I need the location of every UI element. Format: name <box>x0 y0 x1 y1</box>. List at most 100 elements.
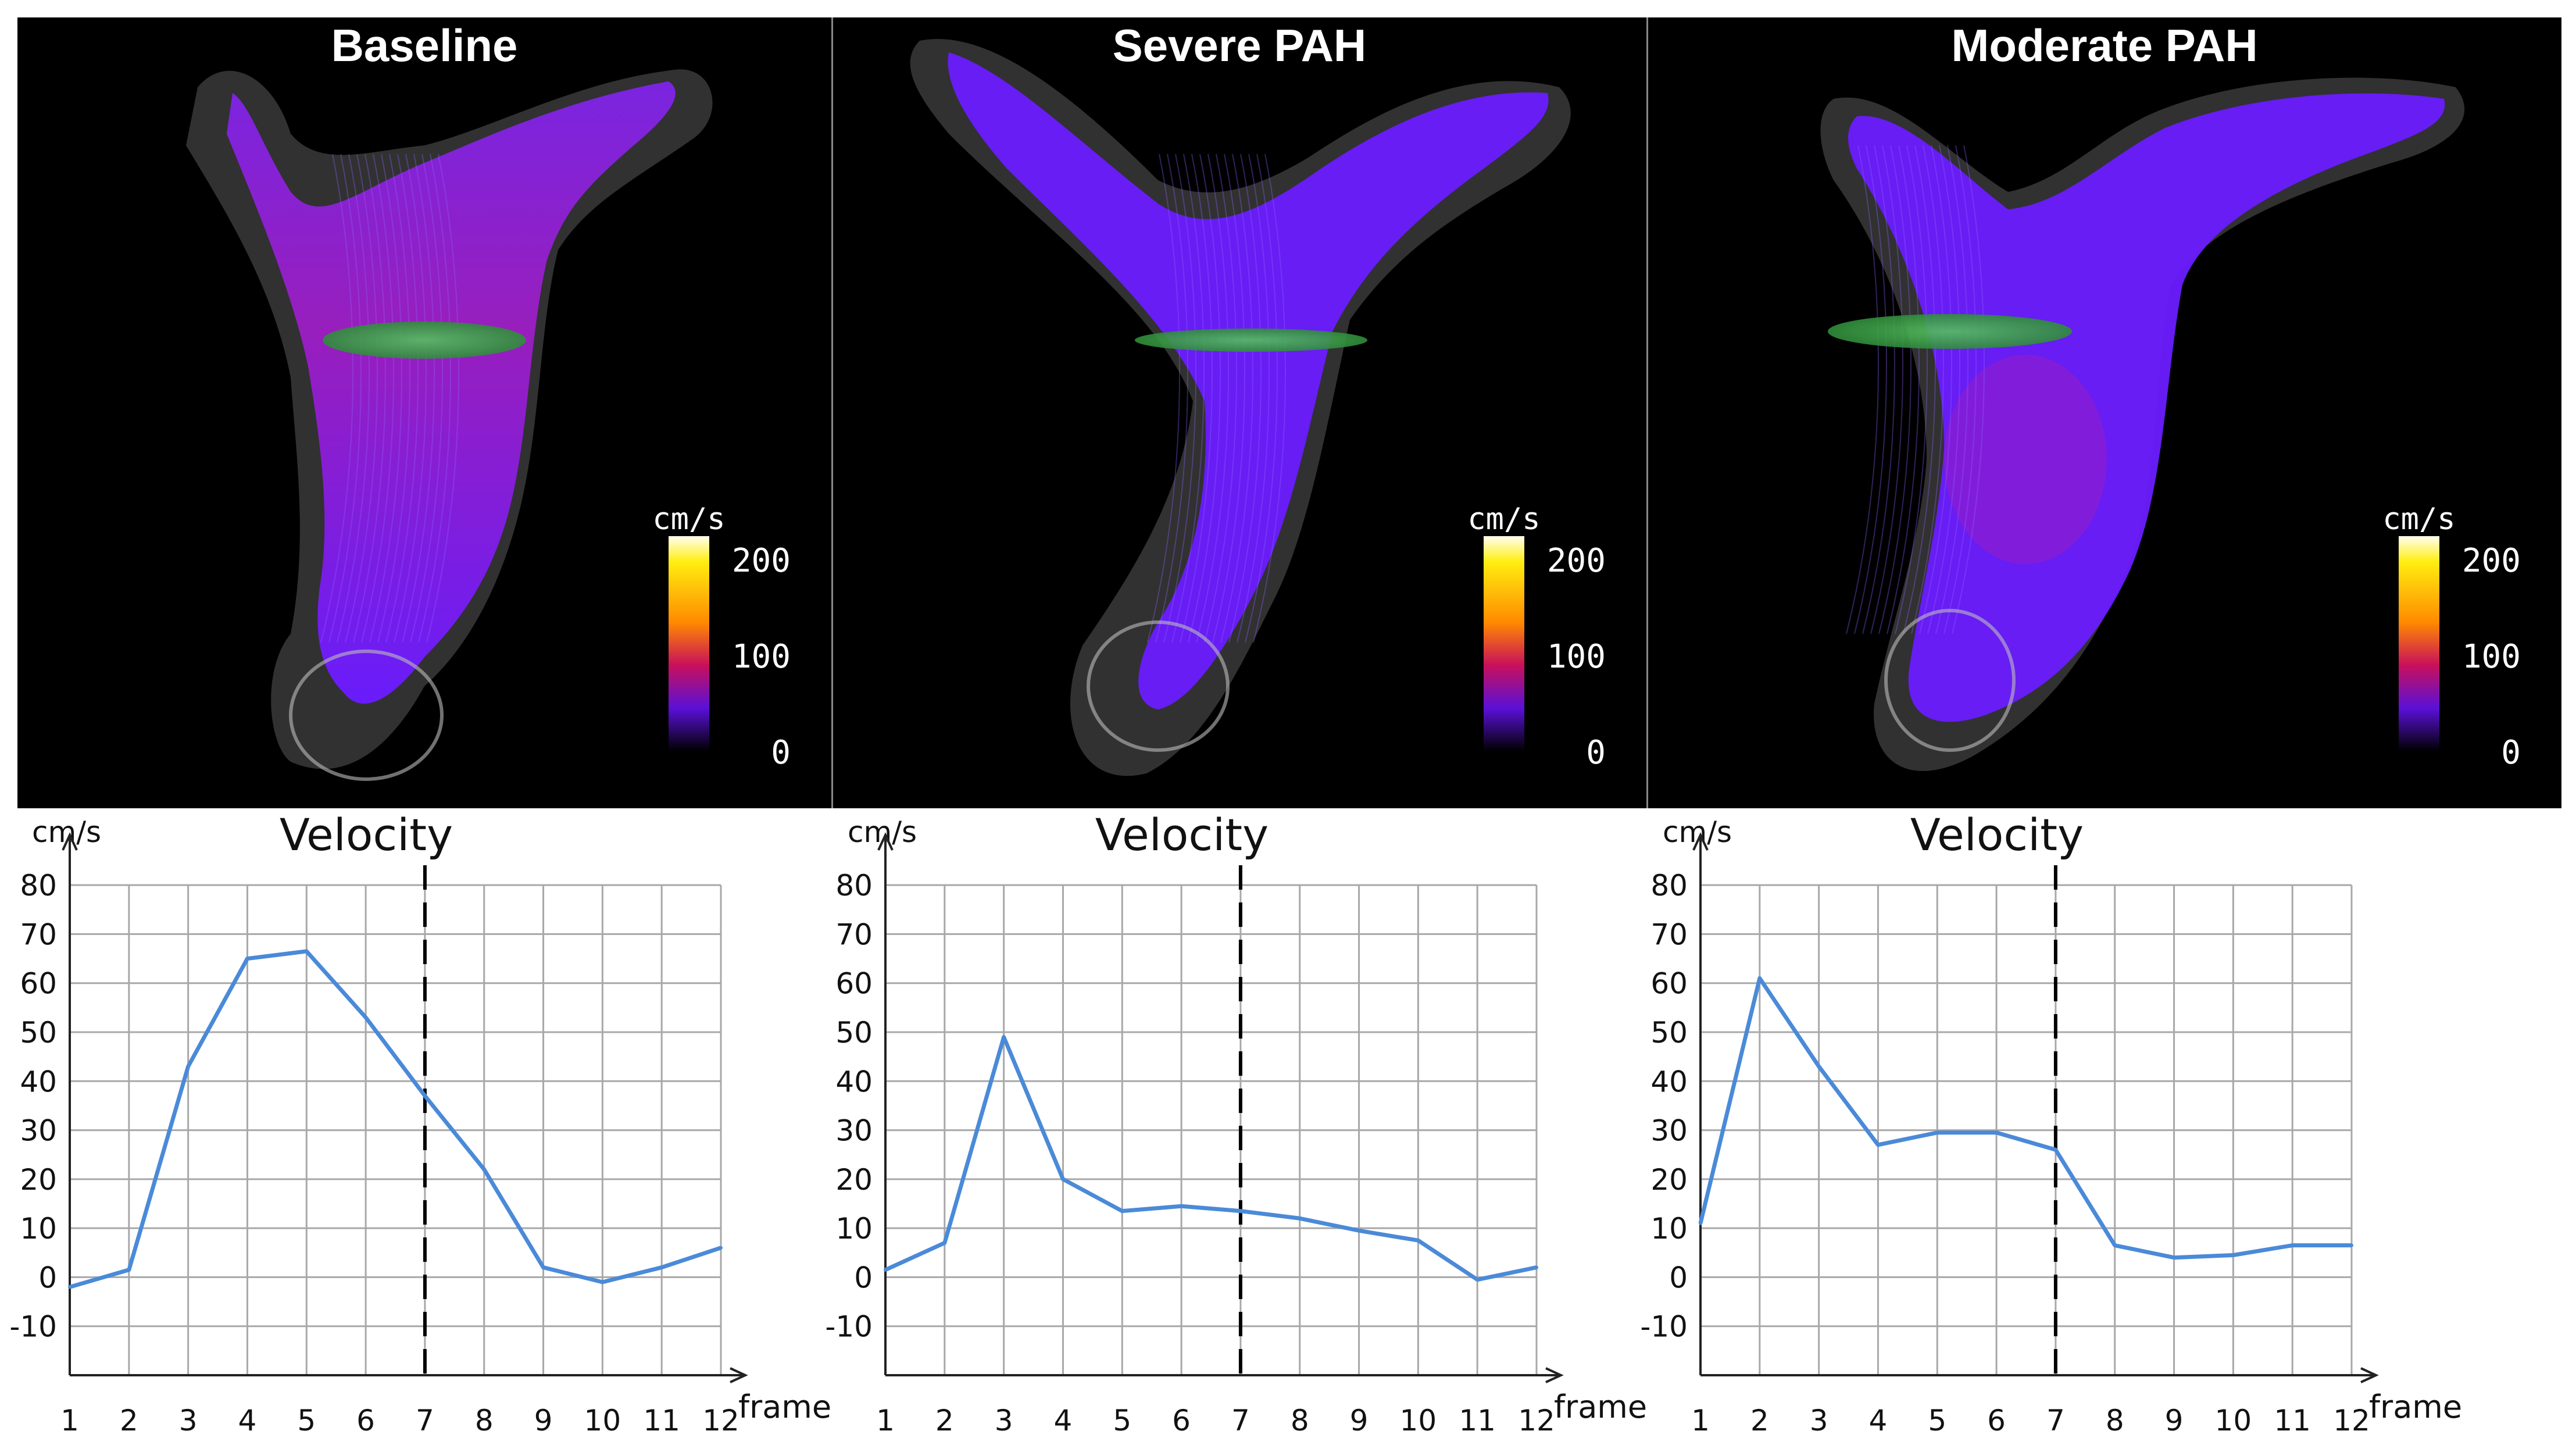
velocity-point <box>1995 1130 1999 1134</box>
streamline <box>1870 145 1903 634</box>
streamline <box>369 154 402 643</box>
x-tick-label: 12 <box>702 1404 739 1437</box>
x-axis-arrow <box>2360 1367 2379 1383</box>
x-tick-label: 10 <box>1400 1404 1437 1437</box>
velocity-point <box>1475 1278 1480 1282</box>
streamline <box>1846 145 1879 634</box>
y-tick-label: 10 <box>20 1212 57 1246</box>
streamline <box>1220 154 1253 643</box>
streamline <box>1919 145 1952 634</box>
streamline <box>1237 154 1270 643</box>
streamline <box>426 154 459 643</box>
x-tick-label: 7 <box>1231 1404 1250 1437</box>
analysis-plane <box>323 322 526 359</box>
velocity-point <box>884 1268 887 1272</box>
streamline <box>1854 145 1887 634</box>
panel-title: Moderate PAH <box>1951 20 2257 71</box>
colorbar-tick-label: 100 <box>2462 638 2521 676</box>
streamline <box>385 154 419 643</box>
colorbar-tick-label: 0 <box>771 734 791 772</box>
x-tick-label: 4 <box>238 1404 257 1437</box>
panel-title: Severe PAH <box>1113 20 1366 71</box>
valve-ring <box>1884 609 2016 752</box>
x-tick-label: 8 <box>2106 1404 2124 1437</box>
colorbar <box>1484 536 1524 751</box>
y-tick-label: 40 <box>20 1065 57 1098</box>
colorbar-unit: cm/s <box>652 502 725 537</box>
panel-divider <box>1646 17 1648 808</box>
x-tick-label: 11 <box>643 1404 680 1437</box>
velocity-point <box>1935 1130 1939 1134</box>
x-tick-label: 8 <box>1291 1404 1309 1437</box>
streamline <box>361 154 394 643</box>
x-tick-label: 1 <box>1691 1404 1710 1437</box>
y-tick-label: -10 <box>825 1310 873 1344</box>
streamline <box>394 154 427 643</box>
streamline <box>1895 145 1928 634</box>
velocity-series-line <box>1698 976 2352 1260</box>
velocity-point <box>68 1285 72 1289</box>
x-tick-label: 5 <box>297 1404 316 1437</box>
colorbar-unit: cm/s <box>1467 502 1540 537</box>
streamline <box>1253 154 1286 643</box>
streamline <box>1147 154 1180 643</box>
velocity-point <box>482 1168 486 1171</box>
colorbar-tick-label: 200 <box>732 542 791 580</box>
streamline <box>1155 154 1188 643</box>
y-axis-arrow <box>877 832 894 851</box>
panel-divider <box>831 17 833 808</box>
velocity-point <box>719 1246 723 1250</box>
y-tick-label: 30 <box>835 1114 873 1148</box>
velocity-point <box>1817 1065 1821 1068</box>
velocity-point <box>364 1015 368 1019</box>
flow-high-velocity <box>227 81 676 704</box>
colorbar-tick-label: 200 <box>1547 542 1606 580</box>
streamline <box>1862 145 1895 634</box>
velocity-point <box>2291 1243 2295 1247</box>
x-tick-label: 4 <box>1054 1404 1073 1437</box>
velocity-point <box>245 957 249 961</box>
x-tick-label: 6 <box>1172 1404 1191 1437</box>
y-tick-label: 60 <box>835 967 873 1001</box>
streamline <box>1927 145 1960 634</box>
chart-title: Velocity <box>1095 809 1269 861</box>
flow-streamlines <box>1848 93 2445 722</box>
y-tick-label: 0 <box>1669 1261 1688 1294</box>
velocity-point <box>1180 1204 1184 1208</box>
velocity-point <box>1876 1143 1880 1147</box>
streamline <box>1188 154 1221 643</box>
colorbar-tick-label: 100 <box>1547 638 1606 676</box>
x-axis-label: frame <box>738 1389 831 1425</box>
y-tick-label: 60 <box>1650 967 1688 1001</box>
streamline <box>1180 154 1213 643</box>
y-tick-label: 50 <box>1650 1016 1688 1050</box>
y-tick-label: 30 <box>20 1114 57 1148</box>
y-tick-label: 20 <box>1650 1163 1688 1197</box>
panel-title: Baseline <box>331 20 518 71</box>
velocity-point <box>1238 1209 1242 1213</box>
streamline <box>1228 154 1262 643</box>
x-tick-label: 12 <box>2333 1404 2370 1437</box>
x-tick-label: 6 <box>356 1404 375 1437</box>
y-axis-arrow <box>1692 832 1709 851</box>
y-tick-label: -10 <box>1640 1310 1688 1344</box>
x-tick-label: 10 <box>2215 1404 2252 1437</box>
colorbar-unit: cm/s <box>2382 502 2455 537</box>
x-tick-label: 4 <box>1869 1404 1888 1437</box>
colorbar-tick-label: 0 <box>1586 734 1606 772</box>
streamline <box>1903 145 1936 634</box>
x-tick-label: 9 <box>2165 1404 2184 1437</box>
velocity-point <box>2172 1255 2176 1260</box>
x-axis-label: frame <box>1554 1389 1647 1425</box>
chart-title: Velocity <box>1910 809 2084 861</box>
velocity-point <box>942 1241 946 1245</box>
streamline <box>337 154 370 643</box>
y-tick-label: 30 <box>1650 1114 1688 1148</box>
velocity-series-line <box>69 949 722 1289</box>
y-tick-label: 10 <box>835 1212 873 1246</box>
x-tick-label: 2 <box>1750 1404 1769 1437</box>
